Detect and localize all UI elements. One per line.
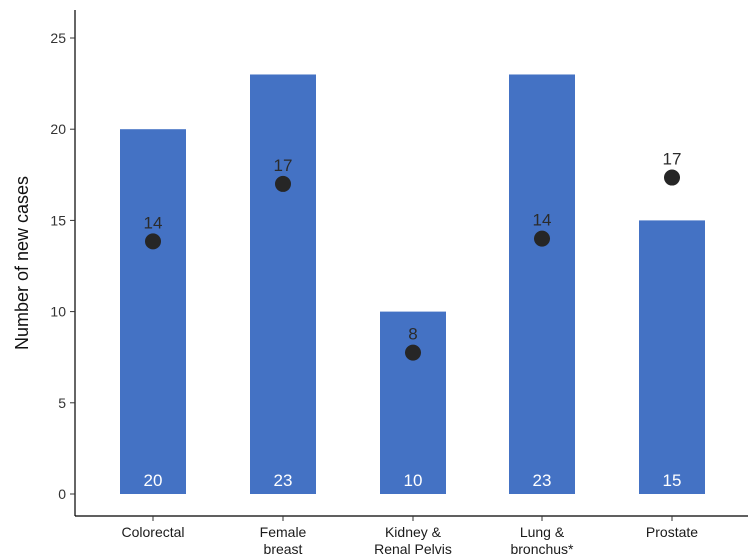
x-tick-label-2: Kidney & Renal Pelvis <box>374 524 452 557</box>
bar-4 <box>639 220 705 494</box>
point-value-label-4: 17 <box>663 150 682 169</box>
point-value-label-2: 8 <box>408 325 417 344</box>
bar-value-label-1: 23 <box>274 471 293 490</box>
point-value-label-1: 17 <box>274 156 293 175</box>
point-0 <box>145 233 161 250</box>
bar-value-label-0: 20 <box>144 471 163 490</box>
bar-3 <box>509 74 575 494</box>
bar-value-label-4: 15 <box>663 471 682 490</box>
x-tick-label-3: Lung & bronchus* <box>510 524 574 557</box>
x-tick-label-4: Prostate <box>646 524 698 540</box>
bar-value-label-2: 10 <box>404 471 423 490</box>
y-tick-label-2: 10 <box>50 304 66 320</box>
point-2 <box>405 344 421 361</box>
point-value-label-0: 14 <box>144 213 163 232</box>
x-tick-label-0: Colorectal <box>121 524 184 540</box>
y-tick-label-1: 5 <box>58 395 66 411</box>
bar-1 <box>250 74 316 494</box>
point-value-label-3: 14 <box>533 211 552 230</box>
bars-layer <box>120 74 705 494</box>
labels-layer: 20 23 10 23 15 14 17 8 14 17 <box>144 150 682 490</box>
axes-layer: 0 5 10 15 20 25 Colorectal Female breast Kidney &… <box>50 10 748 557</box>
point-3 <box>534 230 550 247</box>
points-layer <box>145 169 680 361</box>
y-tick-label-0: 0 <box>58 486 66 502</box>
bar-2 <box>380 311 446 494</box>
point-1 <box>275 175 291 192</box>
y-tick-label-3: 15 <box>50 212 66 228</box>
point-4 <box>664 169 680 186</box>
bar-0 <box>120 129 186 494</box>
bar-value-label-3: 23 <box>533 471 552 490</box>
x-tick-label-1: Female breast <box>260 524 307 557</box>
y-axis-title: Number of new cases <box>12 176 32 350</box>
y-tick-label-4: 20 <box>50 121 66 137</box>
y-tick-label-5: 25 <box>50 30 66 46</box>
